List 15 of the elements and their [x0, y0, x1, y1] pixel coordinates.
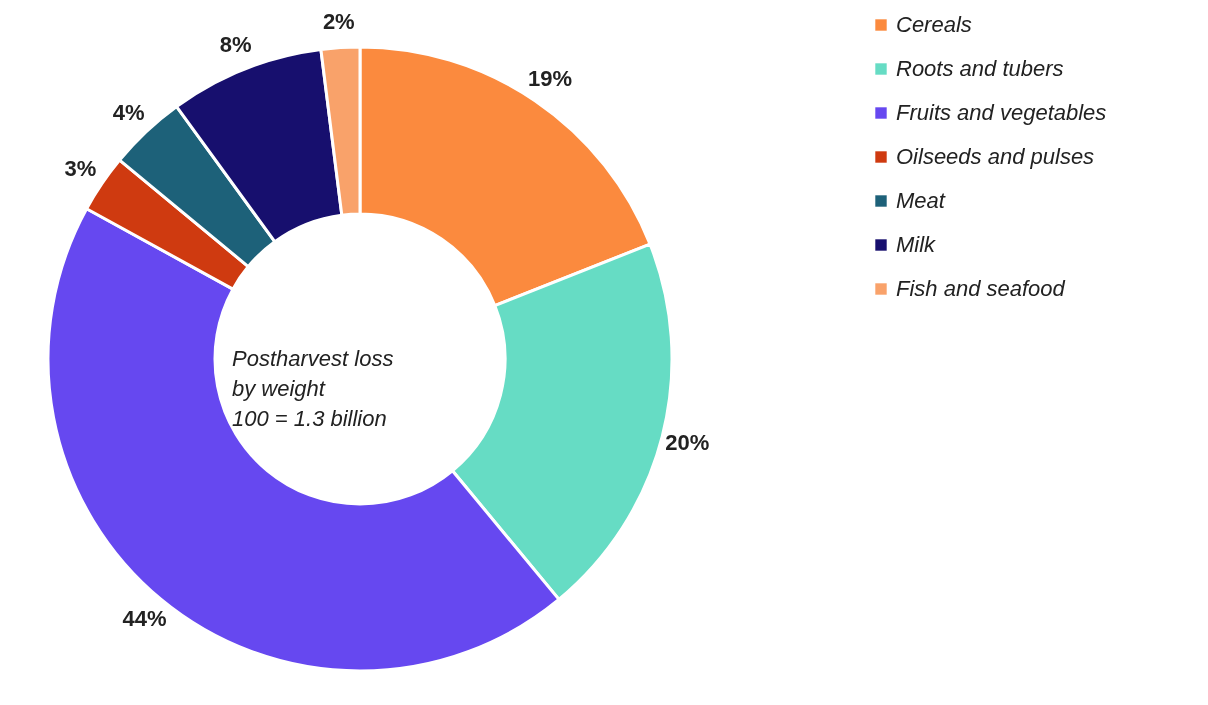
data-label: 2% [322, 8, 355, 34]
data-label: 19% [527, 66, 573, 92]
legend-label: Fish and seafood [896, 276, 1066, 301]
legend-label: Oilseeds and pulses [896, 144, 1095, 169]
data-label: 4% [112, 99, 145, 125]
legend-label: Milk [896, 232, 937, 257]
legend-label: Cereals [896, 12, 972, 37]
data-label: 44% [122, 606, 167, 632]
legend-label: Fruits and vegetables [896, 100, 1107, 125]
data-label: 3% [64, 156, 97, 182]
legend-label: Roots and tubers [896, 56, 1064, 81]
data-label: 20% [665, 430, 710, 456]
data-label: 8% [219, 31, 252, 57]
text: Postharvest loss by weight 100 = 1.3 billion [232, 346, 394, 431]
legend-label: Meat [896, 188, 946, 213]
